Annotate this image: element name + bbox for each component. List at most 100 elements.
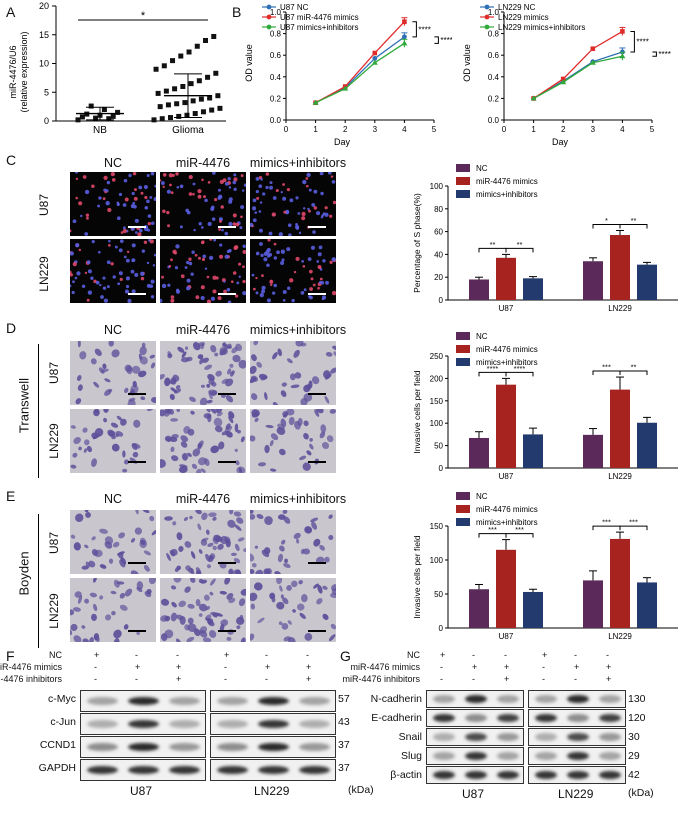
d-cell — [93, 381, 100, 388]
c-cell — [97, 204, 101, 208]
e-cell — [124, 588, 133, 597]
c-cell — [140, 271, 145, 276]
e-cell — [282, 597, 289, 605]
e-cell — [113, 638, 120, 642]
f-blot-strip — [80, 736, 206, 758]
e-cell — [188, 567, 194, 574]
c-cell — [134, 272, 139, 278]
d-image-ln229-2 — [250, 409, 336, 473]
f-treatment-sign: - — [135, 674, 138, 684]
a-cat-nb: NB — [93, 125, 107, 136]
e-cell — [198, 549, 203, 554]
c-cell — [332, 200, 336, 205]
e-cell — [190, 578, 196, 583]
c-cell — [138, 228, 143, 233]
e-cell — [227, 519, 236, 528]
be-category-label: U87 — [499, 632, 514, 641]
c-cell — [233, 173, 237, 177]
f-band — [299, 766, 330, 774]
e-cell — [236, 517, 244, 524]
c-cell — [102, 286, 107, 290]
e-cell — [93, 578, 97, 583]
c-cell — [316, 260, 320, 263]
d-cell — [150, 362, 156, 369]
f-cell-label-u87: U87 — [130, 784, 153, 798]
d-cell — [238, 467, 243, 473]
c-cell — [305, 184, 309, 188]
e-cell — [170, 612, 178, 622]
c-cell — [261, 274, 264, 278]
e-cell — [328, 534, 334, 541]
c-cell — [126, 250, 130, 254]
e-cell — [224, 536, 231, 544]
a-point — [207, 95, 213, 101]
g-band — [497, 733, 519, 741]
b1-series-line — [315, 42, 405, 104]
c-cell — [84, 232, 89, 236]
be-legend-label: miR-4476 mimics — [476, 505, 538, 514]
c-cell — [308, 188, 312, 192]
be-ytick-label: 50 — [434, 590, 443, 599]
d-cell — [222, 341, 226, 347]
d-cell — [280, 390, 287, 397]
e-cell — [170, 548, 178, 556]
d-cell — [180, 441, 188, 448]
d-cell — [314, 409, 320, 417]
c-cell — [153, 197, 156, 202]
c-cell — [293, 270, 297, 274]
e-cell — [224, 578, 231, 585]
d-cell — [108, 341, 114, 347]
c-cell — [219, 243, 223, 247]
c-cell — [120, 231, 124, 234]
b2-xtick-label: 3 — [591, 125, 596, 134]
g-treatment-sign: + — [504, 662, 510, 672]
f-treatment-sign: + — [224, 650, 230, 660]
bd-bar — [610, 389, 630, 468]
c-cell — [217, 188, 221, 192]
be-sig-bracket — [505, 533, 534, 538]
d-cell — [251, 412, 259, 418]
d-cell — [140, 396, 146, 401]
e-cell — [172, 521, 177, 526]
c-cell — [280, 261, 285, 266]
c-cell — [209, 239, 213, 241]
bc-sig-label: ** — [490, 240, 496, 249]
d-cell — [170, 446, 175, 453]
g-protein-label: E-cadherin — [371, 712, 422, 724]
c-cell — [147, 221, 152, 226]
e-cell — [319, 544, 325, 551]
be-ytick-label: 0 — [439, 624, 444, 633]
e-scale-bar — [308, 562, 326, 564]
bar-chart-transwell: Invasive cells per field 0 50 100 150 200 250 N… — [412, 332, 678, 481]
d-cell — [221, 431, 228, 436]
d-image-texture — [70, 409, 154, 473]
c-cell — [80, 214, 83, 218]
be-legend-swatch — [456, 492, 470, 500]
b2-legend-marker — [484, 24, 490, 30]
bc-sig-label: ** — [517, 240, 523, 249]
d-image-texture — [160, 341, 246, 405]
panel-label-b: B — [232, 4, 242, 20]
c-cell — [255, 177, 260, 181]
e-cell — [274, 571, 282, 574]
e-cell — [324, 556, 330, 563]
c-cell — [272, 196, 277, 200]
d-cell — [231, 370, 235, 375]
f-band — [128, 697, 159, 705]
a-point — [217, 105, 223, 111]
b2-ylabel: OD value — [462, 44, 472, 82]
c-cell — [317, 265, 322, 269]
d-image-u87-0 — [70, 341, 156, 405]
d-cell — [79, 351, 87, 360]
a-point — [101, 107, 107, 112]
f-blot-strip — [80, 690, 206, 712]
d-cell — [272, 401, 279, 405]
d-cell — [120, 418, 127, 426]
c-cell — [146, 199, 150, 204]
e-cell — [331, 584, 336, 592]
d-cell — [73, 436, 81, 445]
d-cell — [281, 382, 287, 387]
c-cell — [170, 258, 173, 262]
g-blot-strip — [426, 690, 524, 708]
g-band — [535, 771, 557, 779]
